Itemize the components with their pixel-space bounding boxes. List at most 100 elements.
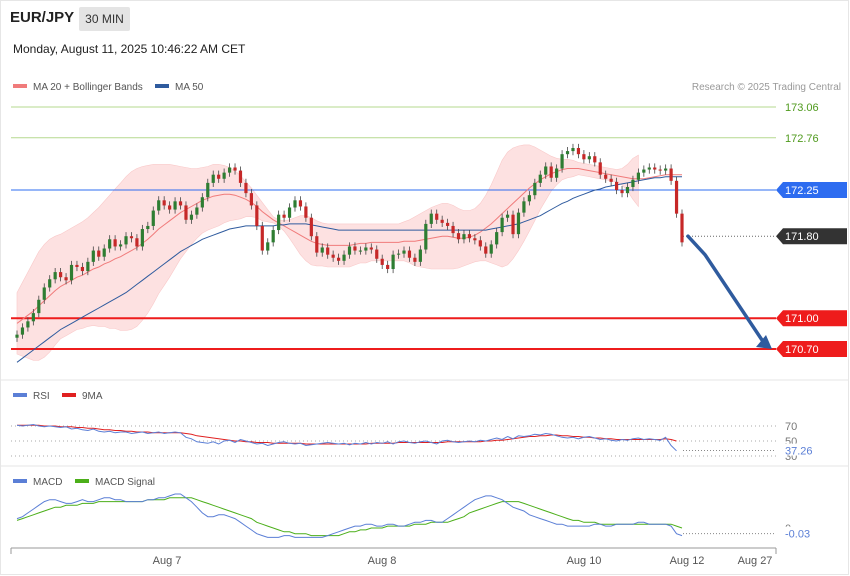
macd-current-label: -0.03 bbox=[785, 529, 810, 541]
candle bbox=[364, 243, 368, 255]
candle-body bbox=[135, 238, 139, 247]
candle-body bbox=[402, 250, 406, 254]
forecast-arrow-line bbox=[686, 234, 766, 345]
candle-body bbox=[151, 210, 155, 226]
candle bbox=[418, 245, 422, 266]
candle bbox=[293, 196, 297, 212]
candle-body bbox=[429, 213, 433, 224]
candle bbox=[26, 317, 30, 332]
candle bbox=[173, 197, 177, 214]
candle-body bbox=[309, 217, 313, 237]
timeframe-badge[interactable]: 30 MIN bbox=[79, 7, 130, 31]
candle bbox=[249, 189, 253, 210]
candle bbox=[53, 267, 57, 284]
candles bbox=[15, 143, 684, 342]
candle bbox=[527, 191, 531, 206]
candle bbox=[222, 168, 226, 183]
candle bbox=[647, 163, 651, 174]
candle bbox=[124, 232, 128, 249]
legend-ma20-swatch bbox=[13, 84, 27, 88]
candle bbox=[211, 170, 215, 187]
candle-body bbox=[86, 261, 90, 272]
candle bbox=[642, 165, 646, 177]
legend-macd-signal-label: MACD Signal bbox=[95, 477, 155, 488]
candle-body bbox=[473, 238, 477, 241]
candle-body bbox=[511, 214, 515, 235]
candle-body bbox=[674, 180, 679, 214]
candle-body bbox=[53, 272, 57, 280]
x-axis: Aug 7 Aug 8 Aug 10 Aug 12 Aug 27 bbox=[10, 547, 777, 567]
candle bbox=[309, 213, 313, 241]
candle-body bbox=[326, 247, 330, 255]
candle-body bbox=[620, 190, 624, 194]
candle-body bbox=[271, 230, 275, 243]
candle bbox=[244, 178, 248, 198]
candle-body bbox=[391, 254, 395, 270]
candle-body bbox=[20, 327, 25, 335]
credit-label: Research © 2025 Trading Central bbox=[692, 82, 841, 93]
candle-body bbox=[238, 170, 243, 183]
candle-body bbox=[195, 207, 199, 215]
candle bbox=[636, 168, 640, 184]
candle bbox=[135, 234, 139, 251]
candle bbox=[75, 260, 79, 272]
candle-body bbox=[418, 249, 422, 262]
candle-body bbox=[598, 162, 602, 175]
candle-body bbox=[658, 169, 662, 171]
candle-body bbox=[26, 321, 30, 328]
candle-body bbox=[178, 201, 183, 206]
ma50-line bbox=[16, 176, 682, 363]
candle bbox=[298, 196, 303, 211]
candle bbox=[157, 196, 161, 215]
macd-line bbox=[16, 493, 683, 538]
candle bbox=[653, 163, 657, 174]
candle-body bbox=[97, 250, 101, 257]
macd-current-bg bbox=[782, 526, 816, 539]
candle bbox=[424, 219, 428, 254]
candle bbox=[604, 170, 608, 183]
level-support-171-00-tag bbox=[776, 310, 847, 327]
candle-body bbox=[206, 182, 210, 198]
candle bbox=[168, 201, 172, 214]
candle bbox=[565, 146, 570, 159]
candle-body bbox=[631, 179, 635, 187]
candle bbox=[287, 203, 292, 222]
candle-body bbox=[80, 266, 85, 272]
candle-body bbox=[102, 248, 106, 257]
candle bbox=[42, 283, 46, 304]
candle-body bbox=[555, 168, 559, 178]
candle bbox=[31, 309, 35, 326]
candle-body bbox=[342, 254, 346, 261]
legend-macd-signal-swatch bbox=[75, 479, 89, 483]
candle bbox=[451, 221, 455, 238]
legend-ma50-swatch bbox=[155, 84, 169, 88]
candle bbox=[478, 236, 482, 251]
candle-body bbox=[576, 148, 581, 155]
candle bbox=[113, 235, 117, 251]
candle-body bbox=[298, 200, 303, 207]
price-panel: MA 20 + Bollinger Bands MA 50 Research © 2… bbox=[11, 82, 847, 363]
candle bbox=[456, 229, 461, 244]
candle bbox=[102, 244, 106, 261]
candle bbox=[48, 275, 52, 292]
candle bbox=[162, 196, 166, 210]
candle bbox=[277, 210, 281, 235]
candle bbox=[59, 267, 63, 282]
candle bbox=[429, 209, 433, 228]
candle-body bbox=[386, 264, 390, 270]
candle-body bbox=[255, 205, 259, 226]
candle bbox=[473, 234, 477, 245]
candle-body bbox=[413, 257, 417, 262]
level-last_price-171-80-label: 171.80 bbox=[785, 231, 819, 243]
candle bbox=[631, 175, 635, 192]
candle-body bbox=[625, 186, 630, 194]
datetime-label: Monday, August 11, 2025 10:46:22 AM CET bbox=[13, 42, 246, 56]
candle-body bbox=[636, 172, 640, 180]
x-tick-label: Aug 27 bbox=[738, 555, 773, 567]
candle bbox=[206, 178, 210, 202]
candle-body bbox=[582, 154, 586, 160]
candle-body bbox=[505, 214, 510, 218]
candle-body bbox=[669, 168, 673, 181]
